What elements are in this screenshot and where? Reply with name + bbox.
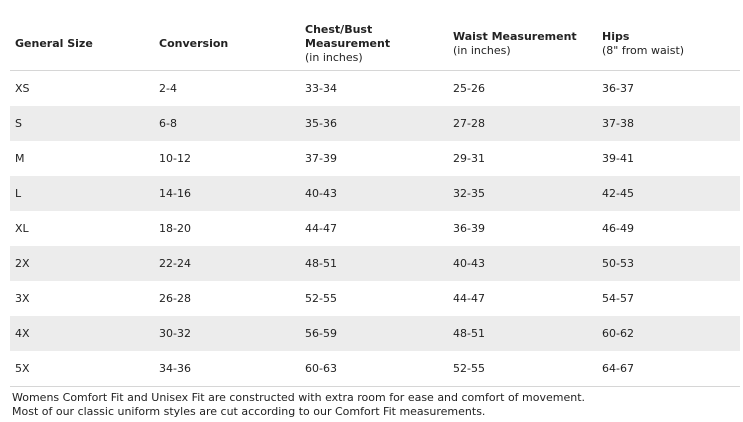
footnote-comfort-fit: Womens Comfort Fit and Unisex Fit are co… <box>12 391 586 404</box>
header-hips-label: Hips <box>602 30 630 43</box>
cell-chest: 60-63 <box>305 362 337 375</box>
header-chest-bust-unit: (in inches) <box>305 51 363 64</box>
cell-conversion: 34-36 <box>159 362 191 375</box>
table-row: M 10-12 37-39 29-31 39-41 <box>10 141 740 176</box>
header-general-size-label: General Size <box>15 37 93 50</box>
cell-waist: 52-55 <box>453 362 485 375</box>
cell-size: S <box>15 117 22 130</box>
cell-size: 4X <box>15 327 30 340</box>
cell-size: XL <box>15 222 29 235</box>
cell-size: L <box>15 187 22 200</box>
table-header-row: General Size Conversion Chest/Bust Measu… <box>10 18 740 71</box>
size-chart-table: General Size Conversion Chest/Bust Measu… <box>10 18 740 387</box>
cell-conversion: 6-8 <box>159 117 177 130</box>
cell-chest: 33-34 <box>305 82 337 95</box>
cell-hips: 46-49 <box>602 222 634 235</box>
header-conversion: Conversion <box>154 37 300 51</box>
header-hips: Hips (8" from waist) <box>597 30 740 58</box>
cell-chest: 35-36 <box>305 117 337 130</box>
table-row: XS 2-4 33-34 25-26 36-37 <box>10 71 740 106</box>
cell-waist: 44-47 <box>453 292 485 305</box>
header-chest-bust: Chest/Bust Measurement (in inches) <box>300 23 448 65</box>
cell-size: 3X <box>15 292 30 305</box>
cell-conversion: 10-12 <box>159 152 191 165</box>
cell-conversion: 30-32 <box>159 327 191 340</box>
cell-hips: 60-62 <box>602 327 634 340</box>
cell-chest: 37-39 <box>305 152 337 165</box>
cell-conversion: 14-16 <box>159 187 191 200</box>
header-chest-bust-label: Chest/Bust Measurement <box>305 23 391 50</box>
header-hips-unit: (8" from waist) <box>602 44 685 57</box>
cell-chest: 44-47 <box>305 222 337 235</box>
cell-size: M <box>15 152 25 165</box>
cell-size: 5X <box>15 362 30 375</box>
cell-chest: 40-43 <box>305 187 337 200</box>
cell-hips: 36-37 <box>602 82 634 95</box>
cell-conversion: 18-20 <box>159 222 191 235</box>
header-general-size: General Size <box>10 37 154 51</box>
header-waist-unit: (in inches) <box>453 44 511 57</box>
cell-size: 2X <box>15 257 30 270</box>
cell-waist: 36-39 <box>453 222 485 235</box>
table-bottom-divider <box>10 386 740 387</box>
cell-waist: 25-26 <box>453 82 485 95</box>
cell-waist: 40-43 <box>453 257 485 270</box>
table-row: L 14-16 40-43 32-35 42-45 <box>10 176 740 211</box>
cell-hips: 42-45 <box>602 187 634 200</box>
cell-hips: 37-38 <box>602 117 634 130</box>
header-conversion-label: Conversion <box>159 37 229 50</box>
cell-conversion: 22-24 <box>159 257 191 270</box>
header-waist-label: Waist Measurement <box>453 30 577 43</box>
cell-waist: 32-35 <box>453 187 485 200</box>
table-row: 5X 34-36 60-63 52-55 64-67 <box>10 351 740 386</box>
cell-waist: 29-31 <box>453 152 485 165</box>
cell-size: XS <box>15 82 30 95</box>
cell-hips: 50-53 <box>602 257 634 270</box>
cell-chest: 56-59 <box>305 327 337 340</box>
table-row: 3X 26-28 52-55 44-47 54-57 <box>10 281 740 316</box>
table-row: 2X 22-24 48-51 40-43 50-53 <box>10 246 740 281</box>
cell-hips: 39-41 <box>602 152 634 165</box>
cell-conversion: 2-4 <box>159 82 177 95</box>
table-row: 4X 30-32 56-59 48-51 60-62 <box>10 316 740 351</box>
table-row: S 6-8 35-36 27-28 37-38 <box>10 106 740 141</box>
header-waist: Waist Measurement (in inches) <box>448 30 597 58</box>
cell-waist: 27-28 <box>453 117 485 130</box>
cell-waist: 48-51 <box>453 327 485 340</box>
cell-hips: 54-57 <box>602 292 634 305</box>
cell-hips: 64-67 <box>602 362 634 375</box>
fit-footnotes: Womens Comfort Fit and Unisex Fit are co… <box>12 391 732 419</box>
cell-chest: 48-51 <box>305 257 337 270</box>
cell-conversion: 26-28 <box>159 292 191 305</box>
footnote-classic-styles: Most of our classic uniform styles are c… <box>12 405 486 418</box>
table-row: XL 18-20 44-47 36-39 46-49 <box>10 211 740 246</box>
cell-chest: 52-55 <box>305 292 337 305</box>
